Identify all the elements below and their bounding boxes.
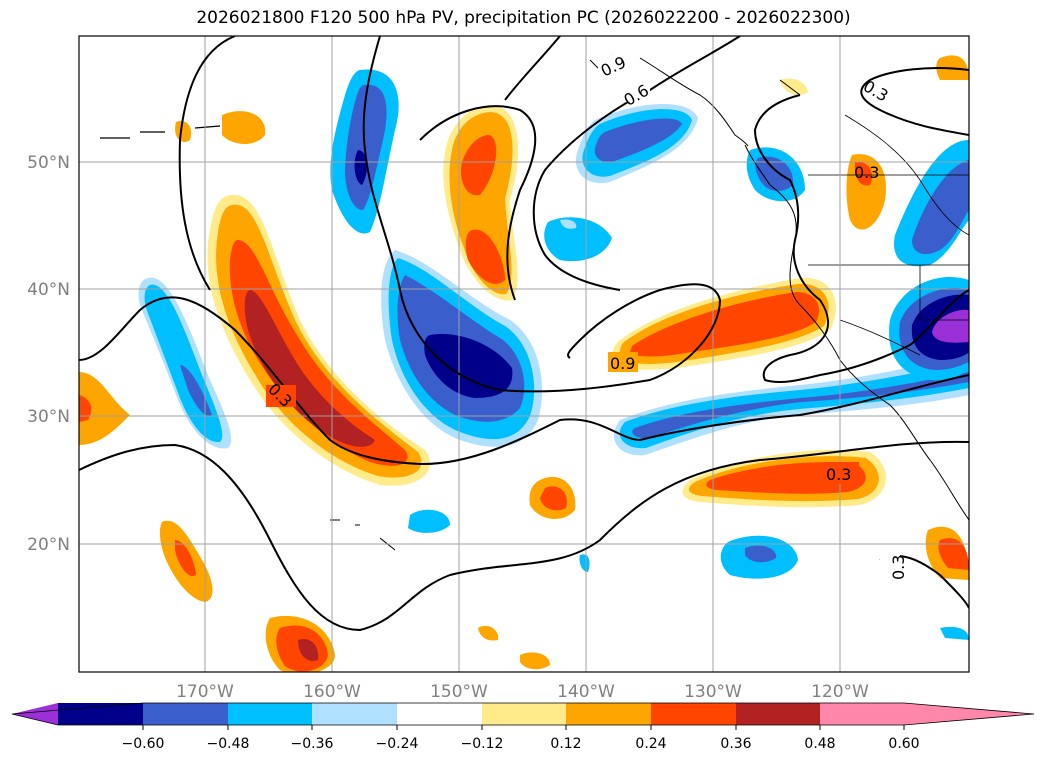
coastlines [100, 54, 969, 551]
contour-label-4: 0.3 [854, 163, 879, 182]
lat-label-30n: 30°N [27, 407, 70, 427]
lat-label-50n: 50°N [27, 153, 70, 173]
lat-labels: 50°N 40°N 30°N 20°N [27, 153, 70, 555]
map-frame [78, 35, 970, 673]
colorbar: −0.60 −0.48 −0.36 −0.24 −0.12 0.12 0.24 … [11, 702, 1035, 752]
lon-label-150w: 150°W [430, 682, 488, 702]
lat-label-40n: 40°N [27, 280, 70, 300]
colorbar-tick-2: −0.48 [207, 736, 250, 752]
precip-anomaly-negative-california [889, 140, 969, 381]
lon-label-160w: 160°W [303, 682, 361, 702]
colorbar-tick-1: −0.60 [122, 736, 165, 752]
precip-anomaly-positive-west [207, 194, 430, 486]
contour-label-7: 0.3 [826, 465, 851, 484]
colorbar-tick-9: 0.48 [804, 736, 835, 752]
lon-labels: 170°W 160°W 150°W 140°W 130°W 120°W [176, 682, 869, 702]
colorbar-bin-2 [143, 703, 228, 725]
colorbar-tick-6: 0.12 [550, 736, 581, 752]
colorbar-tick-7: 0.24 [635, 736, 666, 752]
precip-anomaly-negative-west [138, 277, 232, 449]
colorbar-bin-9 [736, 703, 820, 725]
colorbar-bin-3 [228, 703, 312, 725]
colorbar-tick-4: −0.24 [376, 736, 419, 752]
lon-label-140w: 140°W [557, 682, 615, 702]
colorbar-extend-max-tri [904, 703, 1034, 725]
precip-anomaly-negative-small1 [544, 217, 612, 262]
colorbar-bin-5 [397, 703, 482, 725]
precip-anomaly-positive-north [443, 105, 519, 301]
colorbar-tick-3: −0.36 [291, 736, 334, 752]
contour-label-6: 0.9 [610, 354, 635, 373]
colorbar-extend-max [820, 703, 904, 725]
colorbar-extend-min [12, 703, 58, 725]
precip-anomaly-negative-small3 [408, 509, 450, 533]
lon-label-120w: 120°W [811, 682, 869, 702]
colorbar-bin-7 [566, 703, 651, 725]
colorbar-bin-8 [651, 703, 736, 725]
lon-label-130w: 130°W [684, 682, 742, 702]
gridlines [79, 36, 969, 672]
map-panel: 0.9 0.6 0.3 0.3 0.3 0.9 0.3 0.3 [79, 36, 969, 672]
precip-anomaly-positive-east [612, 277, 836, 370]
precip-anomaly-negative-central [381, 250, 543, 447]
pv-contours [79, 36, 969, 632]
colorbar-tick-8: 0.36 [720, 736, 751, 752]
precip-anomaly-positive-leftedge [79, 372, 130, 445]
lon-label-170w: 170°W [176, 682, 234, 702]
colorbar-bin-4 [312, 703, 397, 725]
precip-anomaly-negative-gulf [575, 103, 698, 184]
precip-anomaly-positive-small1 [222, 111, 266, 145]
map-title: 2026021800 F120 500 hPa PV, precipitatio… [196, 8, 851, 28]
contour-label-8: 0.3 [889, 555, 908, 580]
lat-label-20n: 20°N [27, 535, 70, 555]
precip-anomaly-negative-north [330, 69, 399, 234]
colorbar-tick-10: 0.60 [888, 736, 919, 752]
colorbar-bin-6 [482, 703, 566, 725]
colorbar-tick-5: −0.12 [461, 736, 504, 752]
